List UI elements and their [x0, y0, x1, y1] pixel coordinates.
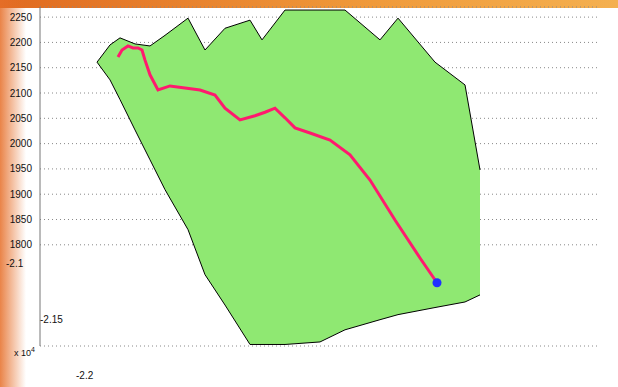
svg-text:2100: 2100: [10, 88, 33, 99]
svg-text:2150: 2150: [10, 62, 33, 73]
svg-text:2250: 2250: [10, 12, 33, 23]
svg-text:1900: 1900: [10, 189, 33, 200]
svg-text:1850: 1850: [10, 214, 33, 225]
html-text:4: 4: [31, 346, 35, 353]
html-text:-2.2: -2.2: [76, 370, 94, 381]
html-text:-2.15: -2.15: [40, 314, 63, 325]
html-text:-2.1: -2.1: [6, 258, 24, 269]
svg-text:1950: 1950: [10, 163, 33, 174]
svg-text:2050: 2050: [10, 113, 33, 124]
svg-text:2200: 2200: [10, 37, 33, 48]
svg-text:2000: 2000: [10, 138, 33, 149]
svg-text:1800: 1800: [10, 239, 33, 250]
html-text:x 10: x 10: [14, 348, 31, 358]
